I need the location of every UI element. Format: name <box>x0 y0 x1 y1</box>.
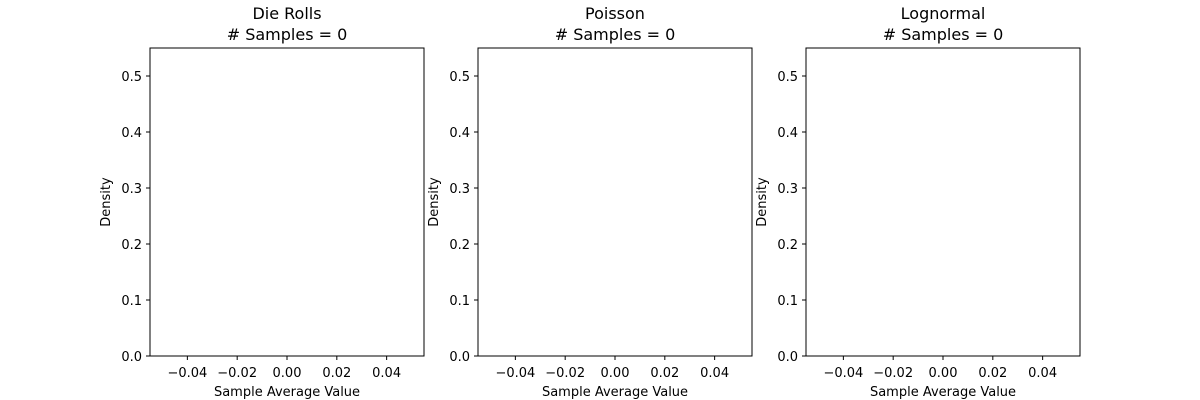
x-tick-label: −0.02 <box>217 366 257 381</box>
panel-poisson: Poisson # Samples = 0 −0.04 −0.02 0.00 0.02… <box>427 4 753 400</box>
y-axis-label: Density <box>755 177 770 227</box>
x-tick-label: 0.04 <box>372 366 401 381</box>
x-tick-label: −0.04 <box>167 366 207 381</box>
y-tick-label: 0.2 <box>121 238 142 253</box>
x-tick-label: 0.04 <box>700 366 729 381</box>
x-axis-label: Sample Average Value <box>214 385 360 400</box>
y-tick-label: 0.1 <box>777 294 798 309</box>
y-tick-label: 0.5 <box>121 70 142 85</box>
chart-subtitle: # Samples = 0 <box>227 25 348 44</box>
x-tick-label: 0.00 <box>273 366 302 381</box>
x-tick-label: 0.04 <box>1028 366 1057 381</box>
y-tick-label: 0.5 <box>777 70 798 85</box>
chart-title: Poisson <box>585 4 645 23</box>
y-tick-label: 0.1 <box>449 294 470 309</box>
chart-subtitle: # Samples = 0 <box>883 25 1004 44</box>
plot-frame <box>477 47 753 357</box>
x-tick-label: −0.02 <box>873 366 913 381</box>
plot-frame <box>149 47 425 357</box>
x-tick-label: 0.00 <box>929 366 958 381</box>
y-tick-label: 0.5 <box>449 70 470 85</box>
x-tick-label: −0.02 <box>545 366 585 381</box>
y-tick-label: 0.4 <box>449 126 470 141</box>
y-tick-label: 0.3 <box>121 182 142 197</box>
plot-frame <box>805 47 1081 357</box>
y-tick-label: 0.4 <box>777 126 798 141</box>
x-axis-label: Sample Average Value <box>870 385 1016 400</box>
x-tick-label: 0.00 <box>601 366 630 381</box>
y-tick-label: 0.1 <box>121 294 142 309</box>
x-axis-label: Sample Average Value <box>542 385 688 400</box>
y-axis-label: Density <box>99 177 114 227</box>
y-tick-label: 0.3 <box>777 182 798 197</box>
x-tick-label: 0.02 <box>978 366 1007 381</box>
panel-die-rolls: Die Rolls # Samples = 0 −0.04 −0.02 0.00 0.… <box>99 4 425 400</box>
y-tick-label: 0.2 <box>449 238 470 253</box>
panel-lognormal: Lognormal # Samples = 0 −0.04 −0.02 0.00 0.… <box>755 4 1081 400</box>
chart-subtitle: # Samples = 0 <box>555 25 676 44</box>
y-tick-label: 0.2 <box>777 238 798 253</box>
y-tick-label: 0.0 <box>121 350 142 365</box>
chart-title: Lognormal <box>901 4 986 23</box>
y-tick-label: 0.0 <box>777 350 798 365</box>
x-tick-label: 0.02 <box>650 366 679 381</box>
y-tick-label: 0.4 <box>121 126 142 141</box>
y-axis-label: Density <box>427 177 442 227</box>
x-tick-label: 0.02 <box>322 366 351 381</box>
ticks-group: −0.04 −0.02 0.00 0.02 0.04 0.0 0.1 0.2 0.3 0.4 0.5 <box>121 70 401 381</box>
y-tick-label: 0.3 <box>449 182 470 197</box>
chart-title: Die Rolls <box>252 4 321 23</box>
ticks-group: −0.04 −0.02 0.00 0.02 0.04 0.0 0.1 0.2 0.3 0.4 0.5 <box>777 70 1057 381</box>
x-tick-label: −0.04 <box>495 366 535 381</box>
ticks-group: −0.04 −0.02 0.00 0.02 0.04 0.0 0.1 0.2 0.3 0.4 0.5 <box>449 70 729 381</box>
y-tick-label: 0.0 <box>449 350 470 365</box>
x-tick-label: −0.04 <box>823 366 863 381</box>
